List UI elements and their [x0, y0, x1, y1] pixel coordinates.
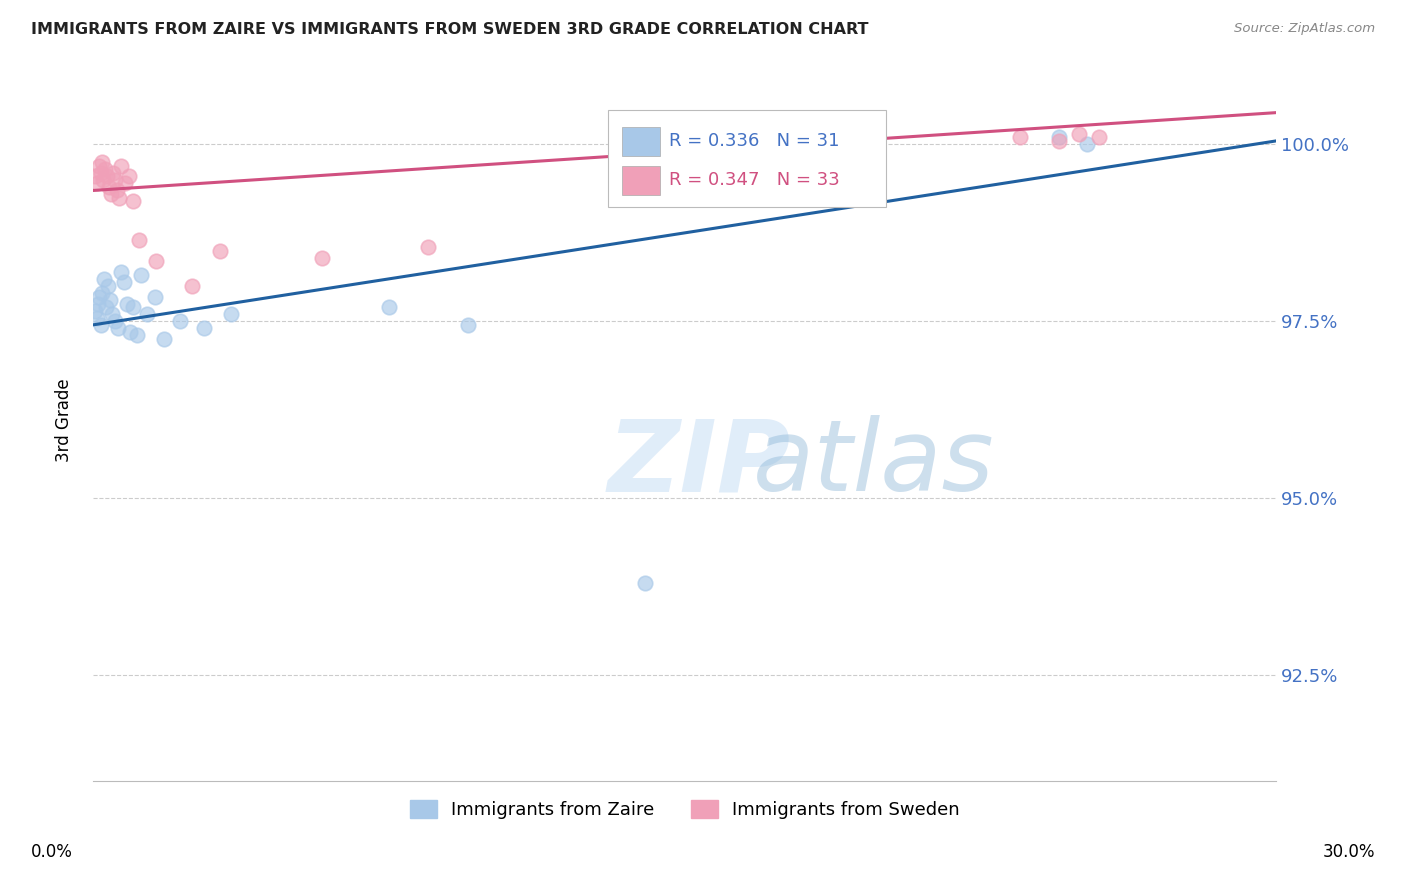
- Text: 30.0%: 30.0%: [1323, 843, 1375, 861]
- Point: [634, 576, 657, 591]
- Point: [94, 162, 117, 177]
- FancyBboxPatch shape: [607, 110, 886, 208]
- Point: [100, 186, 122, 201]
- Point: [114, 177, 136, 191]
- Text: 0.0%: 0.0%: [31, 843, 73, 861]
- Point: [135, 307, 157, 321]
- Text: ZIP: ZIP: [607, 415, 790, 512]
- Point: [93, 272, 115, 286]
- Legend: Immigrants from Zaire, Immigrants from Sweden: Immigrants from Zaire, Immigrants from S…: [402, 792, 967, 826]
- Point: [193, 321, 215, 335]
- Text: atlas: atlas: [754, 415, 995, 512]
- Point: [87, 296, 110, 310]
- Point: [104, 314, 127, 328]
- Point: [91, 173, 114, 187]
- Point: [169, 314, 191, 328]
- Point: [86, 177, 108, 191]
- Text: 3rd Grade: 3rd Grade: [55, 378, 73, 462]
- Text: R = 0.347   N = 33: R = 0.347 N = 33: [669, 171, 839, 189]
- Point: [143, 289, 166, 303]
- Point: [94, 300, 117, 314]
- Point: [107, 321, 129, 335]
- Point: [89, 318, 111, 332]
- Point: [115, 296, 138, 310]
- Point: [121, 194, 143, 208]
- Point: [1047, 134, 1070, 148]
- Point: [1008, 130, 1031, 145]
- Point: [831, 130, 853, 145]
- Point: [153, 332, 176, 346]
- Point: [1087, 130, 1109, 145]
- Point: [89, 289, 111, 303]
- Bar: [621, 166, 659, 194]
- Point: [112, 276, 135, 290]
- Point: [1067, 127, 1090, 141]
- Text: Source: ZipAtlas.com: Source: ZipAtlas.com: [1234, 22, 1375, 36]
- Point: [145, 254, 167, 268]
- Point: [84, 303, 107, 318]
- Point: [208, 244, 231, 258]
- Point: [713, 141, 735, 155]
- Point: [752, 137, 775, 152]
- Bar: [621, 127, 659, 155]
- Point: [311, 251, 333, 265]
- Point: [91, 285, 114, 300]
- Point: [118, 325, 141, 339]
- Point: [1076, 137, 1098, 152]
- Point: [96, 169, 118, 184]
- Text: IMMIGRANTS FROM ZAIRE VS IMMIGRANTS FROM SWEDEN 3RD GRADE CORRELATION CHART: IMMIGRANTS FROM ZAIRE VS IMMIGRANTS FROM…: [31, 22, 869, 37]
- Point: [221, 307, 243, 321]
- Point: [129, 268, 152, 283]
- Point: [104, 173, 127, 187]
- Point: [89, 159, 111, 173]
- Point: [98, 293, 121, 307]
- Point: [97, 279, 120, 293]
- Point: [457, 318, 479, 332]
- Point: [1047, 130, 1070, 145]
- Point: [86, 310, 108, 325]
- Point: [128, 233, 150, 247]
- Point: [125, 328, 148, 343]
- Point: [105, 183, 128, 197]
- Point: [98, 180, 121, 194]
- Point: [110, 159, 132, 173]
- Point: [634, 134, 657, 148]
- Point: [84, 169, 107, 184]
- Point: [108, 190, 131, 204]
- Text: R = 0.336   N = 31: R = 0.336 N = 31: [669, 132, 839, 150]
- Point: [673, 130, 696, 145]
- Point: [118, 169, 141, 184]
- Point: [378, 300, 401, 314]
- Point: [121, 300, 143, 314]
- Point: [101, 307, 124, 321]
- Point: [91, 155, 114, 169]
- Point: [101, 166, 124, 180]
- Point: [110, 265, 132, 279]
- Point: [418, 240, 440, 254]
- Point: [181, 279, 204, 293]
- Point: [89, 166, 111, 180]
